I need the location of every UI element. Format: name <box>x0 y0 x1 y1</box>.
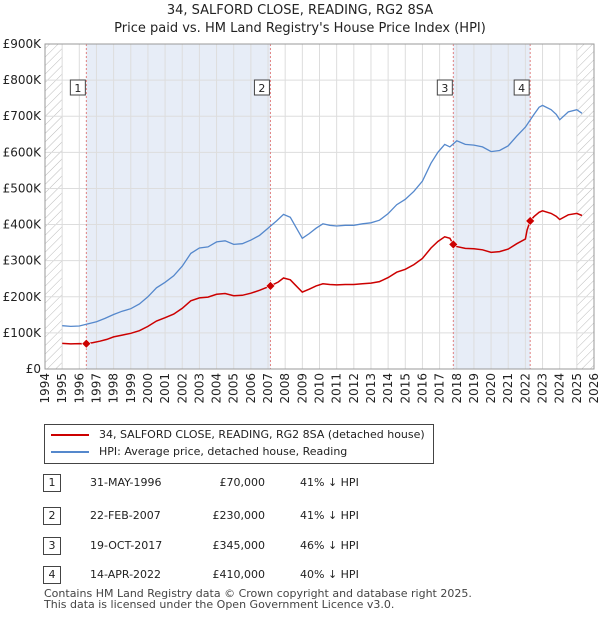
x-tick-label: 2024 <box>553 373 567 404</box>
footer: Contains HM Land Registry data © Crown c… <box>44 588 472 610</box>
ownership-shade <box>86 44 271 369</box>
x-tick-label: 2021 <box>501 373 515 404</box>
x-tick-label: 1996 <box>72 373 86 404</box>
x-tick-label: 2011 <box>330 373 344 404</box>
sale-marker <box>525 216 536 226</box>
y-tick-label: £300K <box>3 254 43 268</box>
legend-swatch-property <box>51 434 89 436</box>
sale-price: £70,000 <box>219 476 266 489</box>
sale-number-label: 4 <box>518 82 525 95</box>
sale-price: £410,000 <box>212 568 266 581</box>
sale-marker <box>81 338 92 349</box>
x-tick-label: 2017 <box>433 373 447 404</box>
y-tick-label: £400K <box>3 218 43 232</box>
ownership-shade <box>453 44 531 369</box>
sale-hpi-diff: 41% ↓ HPI <box>300 509 359 522</box>
x-tick-label: 1995 <box>55 373 69 404</box>
sale-price: £230,000 <box>212 509 266 522</box>
x-tick-label: 2023 <box>536 373 550 404</box>
sale-hpi-diff: 41% ↓ HPI <box>300 476 359 489</box>
y-tick-label: £900K <box>3 37 43 51</box>
y-tick-label: £700K <box>3 109 43 123</box>
sale-date: 22-FEB-2007 <box>90 509 161 522</box>
x-tick-label: 2010 <box>313 373 327 404</box>
x-tick-label: 1994 <box>38 373 52 404</box>
sale-date: 14-APR-2022 <box>90 568 162 581</box>
x-tick-label: 2013 <box>364 373 378 404</box>
x-tick-label: 1997 <box>89 373 103 404</box>
y-tick-label: £800K <box>3 73 43 87</box>
x-tick-label: 1999 <box>124 373 138 404</box>
chart-title: 34, SALFORD CLOSE, READING, RG2 8SA <box>166 3 434 18</box>
price-chart: 1 2 3 4 £0 £100K £200K £300K £400K £500K £600K £700… <box>3 37 600 404</box>
sale-marker <box>448 239 459 250</box>
y-tick-label: £600K <box>3 145 43 159</box>
x-tick-label: 2018 <box>450 373 464 404</box>
hatch-region-start <box>45 44 63 369</box>
x-tick-label: 2012 <box>347 373 361 404</box>
y-tick-label: £200K <box>3 290 43 304</box>
y-tick-label: £100K <box>3 326 43 340</box>
x-tick-label: 2009 <box>295 373 309 404</box>
y-tick-label: £500K <box>3 181 43 195</box>
plot-border <box>44 43 595 370</box>
x-tick-label: 2022 <box>518 373 532 404</box>
sale-badge: 2 <box>43 507 61 525</box>
x-tick-label: 2016 <box>415 373 429 404</box>
x-tick-label: 2015 <box>398 373 412 404</box>
sale-number-box <box>69 79 86 96</box>
x-tick-label: 2004 <box>210 373 224 404</box>
copyright-text: Contains HM Land Registry data © Crown c… <box>44 587 472 600</box>
sale-badge: 4 <box>43 566 61 584</box>
sale-price: £345,000 <box>212 539 266 552</box>
sale-number-label: 2 <box>258 82 265 95</box>
legend-label-property: 34, SALFORD CLOSE, READING, RG2 8SA (det… <box>99 428 425 441</box>
sale-date: 31-MAY-1996 <box>90 476 162 489</box>
x-tick-label: 2020 <box>484 373 498 404</box>
legend: 34, SALFORD CLOSE, READING, RG2 8SA (det… <box>44 424 434 464</box>
legend-swatch-hpi <box>51 451 89 453</box>
sale-hpi-diff: 46% ↓ HPI <box>300 539 359 552</box>
sale-badge: 3 <box>43 537 61 555</box>
x-tick-label: 2008 <box>278 373 292 404</box>
sale-date: 19-OCT-2017 <box>90 539 163 552</box>
sale-number-box <box>253 79 270 96</box>
x-tick-label: 2025 <box>570 373 584 404</box>
x-tick-label: 2001 <box>158 373 172 404</box>
sale-number-box <box>436 79 453 96</box>
sale-hpi-diff: 40% ↓ HPI <box>300 568 359 581</box>
x-tick-label: 2007 <box>261 373 275 404</box>
sale-badge: 1 <box>43 474 61 492</box>
hpi-series-line <box>62 104 583 328</box>
x-tick-label: 2026 <box>587 373 600 404</box>
chart-subtitle: Price paid vs. HM Land Registry's House … <box>114 21 486 36</box>
property-series-line <box>62 210 583 345</box>
x-tick-label: 2000 <box>141 373 155 404</box>
x-tick-label: 2002 <box>175 373 189 404</box>
x-tick-label: 2019 <box>467 373 481 404</box>
sale-number-box <box>513 79 530 96</box>
y-tick-label: £0 <box>26 362 41 376</box>
legend-label-hpi: HPI: Average price, detached house, Read… <box>99 445 348 458</box>
sale-number-label: 1 <box>74 82 81 95</box>
hatch-region-end <box>576 44 594 369</box>
x-tick-label: 1998 <box>107 373 121 404</box>
sale-number-label: 3 <box>441 82 448 95</box>
x-tick-label: 2003 <box>192 373 206 404</box>
x-tick-label: 2005 <box>227 373 241 404</box>
x-tick-label: 2014 <box>381 373 395 404</box>
sale-marker <box>265 281 276 291</box>
license-text: This data is licensed under the Open Gov… <box>44 598 395 611</box>
x-tick-label: 2006 <box>244 373 258 404</box>
